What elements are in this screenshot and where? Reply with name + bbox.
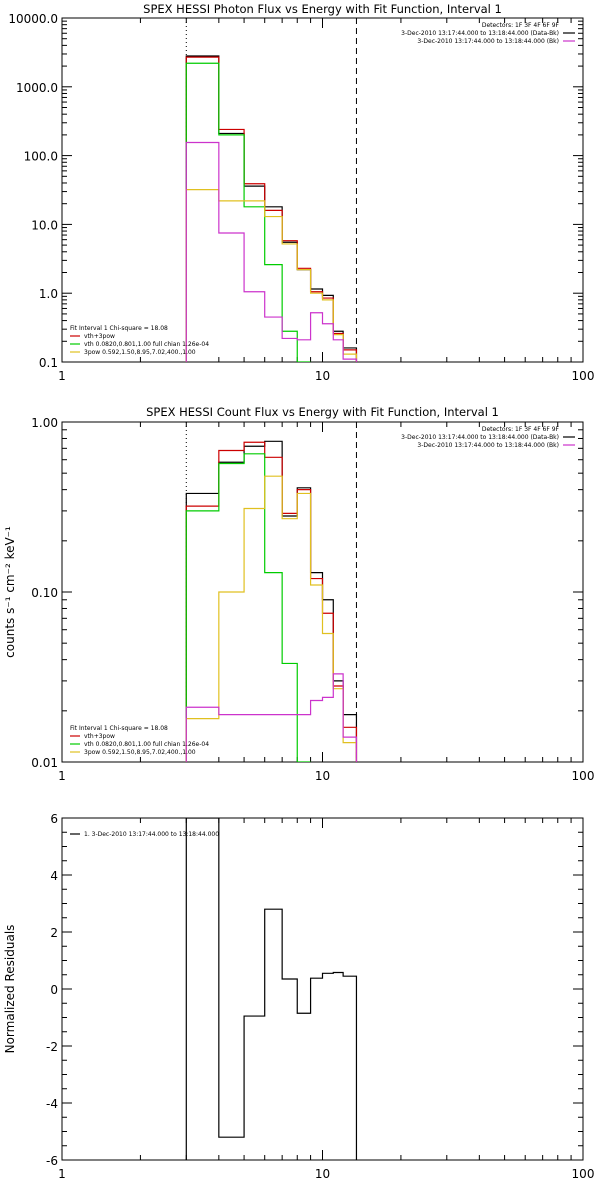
y-tick-label: 0.1: [39, 356, 58, 370]
x-tick-label: 100: [572, 1167, 595, 1181]
legend-text: Fit Interval 1 Chi-square = 18.08: [70, 725, 168, 732]
y-tick-label: 10000.0: [8, 12, 58, 26]
legend-header-text: Detectors: 1F 3F 4F 6F 9F: [482, 22, 560, 29]
y-tick-label: 100.0: [24, 150, 58, 164]
y-tick-label: 0.10: [31, 586, 58, 600]
x-tick-label: 1: [58, 769, 66, 783]
series-line-5: [185, 673, 358, 762]
series-group: [185, 818, 358, 1160]
legend-text: 3pow 0.592,1.50,8.95,7.02,400.,1.00: [84, 349, 196, 356]
legend-text: Fit Interval 1 Chi-square = 18.08: [70, 325, 168, 332]
plot-frame: [61, 17, 584, 363]
y-tick-label: -2: [46, 1040, 58, 1054]
series-group: [185, 440, 358, 762]
series-line-2: [185, 56, 358, 362]
x-tick-label: 10: [315, 1167, 330, 1181]
x-tick-label: 1: [58, 1167, 66, 1181]
chart-title: SPEX HESSI Photon Flux vs Energy with Fi…: [143, 2, 502, 16]
x-tick-label: 100: [572, 769, 595, 783]
y-tick-label: 0.01: [31, 756, 58, 770]
legend-header-text: 3-Dec-2010 13:17:44.000 to 13:18:44.000 …: [417, 38, 559, 45]
legend-text: vth 0.0820,0.801,1.00 full chian 1.26e-0…: [84, 741, 209, 748]
series-line-3: [185, 453, 311, 762]
y-tick-label: 1.0: [39, 287, 58, 301]
legend-header-text: 3-Dec-2010 13:17:44.000 to 13:18:44.000 …: [401, 434, 559, 441]
series-line-1: [185, 440, 358, 762]
legend-header-text: 3-Dec-2010 13:17:44.000 to 13:18:44.000 …: [401, 30, 559, 37]
series-line-4: [185, 189, 358, 362]
x-tick-label: 10: [315, 369, 330, 383]
y-tick-label: 0: [50, 983, 58, 997]
legend-text: 3pow 0.592,1.50,8.95,7.02,400.,1.00: [84, 749, 196, 756]
series-line-5: [185, 141, 358, 362]
y-tick-label: 2: [50, 926, 58, 940]
legend-text: vth+3pow: [84, 733, 115, 740]
y-tick-label: 4: [50, 869, 58, 883]
y-tick-label: 1.00: [31, 416, 58, 430]
y-tick-label: -6: [46, 1154, 58, 1168]
chart-panel-1: SPEX HESSI Photon Flux vs Energy with Fi…: [8, 2, 594, 383]
series-group: [185, 55, 358, 362]
series-line-3: [185, 62, 311, 362]
series-line-1: [185, 818, 358, 1160]
y-tick-label: 10.0: [31, 218, 58, 232]
chart-panel-2: SPEX HESSI Count Flux vs Energy with Fit…: [3, 405, 594, 783]
x-tick-label: 100: [572, 369, 595, 383]
x-tick-label: 1: [58, 369, 66, 383]
plot-frame: [61, 817, 584, 1161]
y-tick-label: 6: [50, 812, 58, 826]
y-tick-label: 1000.0: [16, 81, 58, 95]
chart-panel-3: 1 10 100 -6 -4 -2 0 2 4 6 Normalized Residuals 1. 3…: [3, 812, 594, 1181]
legend-text: 1. 3-Dec-2010 13:17:44.000 to 13:18:44.0…: [84, 831, 219, 838]
legend-text: vth+3pow: [84, 333, 115, 340]
series-line-1: [185, 55, 358, 362]
y-axis-label: Normalized Residuals: [3, 925, 17, 1054]
legend-text: vth 0.0820,0.801,1.00 full chian 1.26e-0…: [84, 341, 209, 348]
y-axis-label: counts s⁻¹ cm⁻² keV⁻¹: [3, 526, 17, 658]
legend-header-text: 3-Dec-2010 13:17:44.000 to 13:18:44.000 …: [417, 442, 559, 449]
y-tick-label: -4: [46, 1097, 58, 1111]
chart-title: SPEX HESSI Count Flux vs Energy with Fit…: [146, 405, 499, 419]
legend-header-text: Detectors: 1F 3F 4F 6F 9F: [482, 426, 560, 433]
series-line-4: [185, 475, 358, 762]
x-tick-label: 10: [315, 769, 330, 783]
